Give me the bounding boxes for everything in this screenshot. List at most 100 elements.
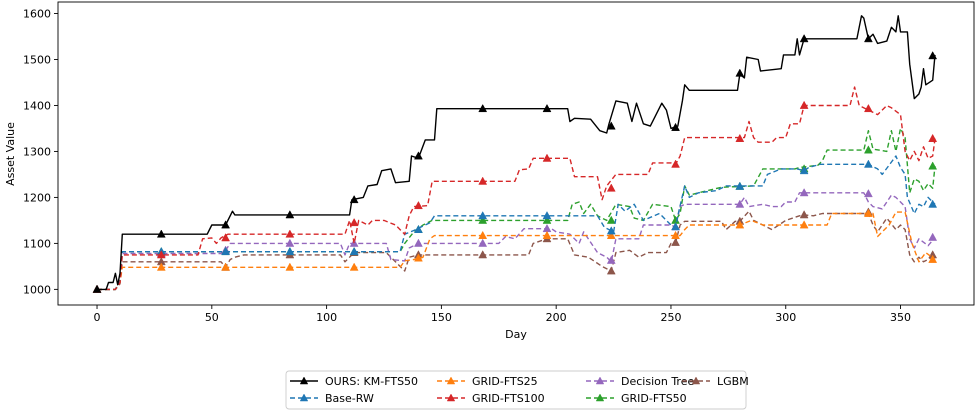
x-axis: 0 50 100 150 200 250 300 350 xyxy=(94,305,911,324)
x-tick-label: 200 xyxy=(546,311,567,324)
x-tick-label: 300 xyxy=(775,311,796,324)
legend-box xyxy=(285,370,747,410)
data-point-marker xyxy=(606,266,616,275)
data-point-marker xyxy=(928,232,938,241)
data-point-marker xyxy=(863,103,873,113)
y-axis: 1000 1100 1200 1300 1400 1500 1600 xyxy=(23,7,58,296)
data-point-marker xyxy=(928,51,938,60)
legend-entry: Decision Tree xyxy=(586,375,694,388)
legend: OURS: KM-FTS50 Base-RW GRID-FTS25 GRID-FTS1… xyxy=(285,370,749,410)
data-point-marker xyxy=(285,210,295,219)
series-line xyxy=(97,155,936,291)
data-point-marker xyxy=(478,230,488,239)
data-point-marker xyxy=(478,176,488,185)
legend-entry: GRID-FTS25 xyxy=(437,375,538,388)
x-tick-label: 100 xyxy=(316,311,337,324)
x-tick-label: 250 xyxy=(660,311,681,324)
legend-label: GRID-FTS100 xyxy=(472,392,545,405)
data-point-marker xyxy=(414,238,423,247)
data-point-marker xyxy=(542,211,552,220)
data-point-marker xyxy=(671,222,680,231)
x-tick-label: 350 xyxy=(890,311,911,324)
data-point-marker xyxy=(478,103,488,113)
legend-entry: LGBM xyxy=(682,375,749,388)
legend-marker xyxy=(595,393,605,402)
data-point-marker xyxy=(799,188,809,197)
data-point-marker xyxy=(799,100,809,109)
data-point-marker xyxy=(478,215,488,224)
y-tick-label: 1500 xyxy=(23,53,51,66)
data-point-marker xyxy=(928,254,938,263)
data-point-marker xyxy=(542,153,552,162)
data-point-marker xyxy=(542,215,552,224)
y-tick-label: 1400 xyxy=(23,99,51,112)
data-point-marker xyxy=(928,133,938,142)
data-point-marker xyxy=(928,199,938,208)
legend-label: Decision Tree xyxy=(621,375,694,388)
y-tick-label: 1300 xyxy=(23,145,51,158)
data-point-marker xyxy=(863,34,873,43)
series-grid-fts100 xyxy=(92,86,938,293)
series-line xyxy=(97,211,936,291)
data-point-marker xyxy=(799,166,809,175)
data-point-marker xyxy=(221,220,230,229)
data-point-marker xyxy=(285,246,295,256)
y-tick-label: 1000 xyxy=(23,283,51,296)
data-point-marker xyxy=(799,34,809,43)
data-point-marker xyxy=(349,246,359,256)
series-layer xyxy=(92,15,938,293)
series-ours-km-fts50 xyxy=(92,15,938,293)
series-line xyxy=(97,86,936,291)
plot-area xyxy=(58,2,974,305)
legend-label: OURS: KM-FTS50 xyxy=(325,375,418,388)
plot-frame xyxy=(57,1,975,306)
legend-entry: GRID-FTS100 xyxy=(437,392,545,405)
legend-marker xyxy=(446,376,456,385)
data-point-marker xyxy=(606,215,616,224)
data-point-marker xyxy=(735,68,745,77)
y-tick-label: 1600 xyxy=(23,7,51,20)
x-tick-label: 150 xyxy=(431,311,452,324)
x-tick-label: 0 xyxy=(94,311,101,324)
legend-label: LGBM xyxy=(717,375,749,388)
data-point-marker xyxy=(606,230,616,239)
data-point-marker xyxy=(285,262,295,271)
data-point-marker xyxy=(863,208,873,217)
legend-label: GRID-FTS25 xyxy=(472,375,538,388)
data-point-marker xyxy=(671,159,680,168)
series-line xyxy=(97,210,936,291)
series-line xyxy=(97,15,936,291)
data-point-marker xyxy=(92,284,102,293)
data-point-marker xyxy=(799,220,809,229)
data-point-marker xyxy=(221,262,230,271)
data-point-marker xyxy=(735,181,745,190)
data-point-marker xyxy=(671,237,680,246)
data-point-marker xyxy=(221,233,230,242)
legend-entry: OURS: KM-FTS50 xyxy=(290,375,418,388)
data-point-marker xyxy=(285,229,295,238)
data-point-marker xyxy=(478,250,488,259)
data-point-marker xyxy=(221,246,230,256)
y-tick-label: 1100 xyxy=(23,237,51,250)
legend-entry: GRID-FTS50 xyxy=(586,392,687,405)
data-point-marker xyxy=(285,238,295,247)
data-point-marker xyxy=(156,250,166,259)
x-tick-label: 50 xyxy=(205,311,219,324)
data-point-marker xyxy=(606,255,616,264)
legend-marker xyxy=(299,393,309,402)
y-axis-label: Asset Value xyxy=(4,122,17,186)
data-point-marker xyxy=(156,229,166,238)
data-point-marker xyxy=(414,253,423,262)
data-point-marker xyxy=(735,133,745,142)
data-point-marker xyxy=(414,224,423,233)
data-point-marker xyxy=(799,210,809,219)
data-point-marker xyxy=(863,159,873,168)
legend-marker xyxy=(299,376,309,385)
data-point-marker xyxy=(414,151,423,160)
data-point-marker xyxy=(606,226,616,235)
legend-marker xyxy=(595,376,605,385)
legend-entry: Base-RW xyxy=(290,392,374,405)
legend-marker xyxy=(691,376,701,385)
data-point-marker xyxy=(863,189,873,198)
